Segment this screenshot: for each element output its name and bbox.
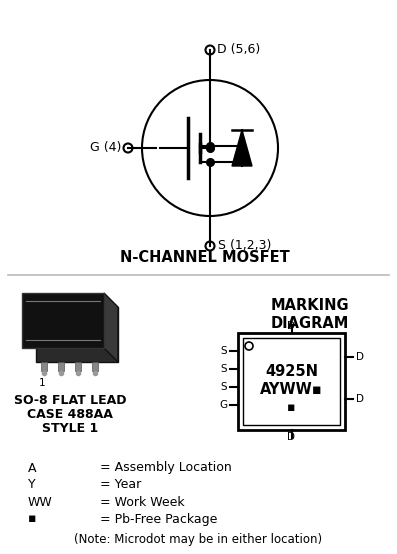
- Polygon shape: [22, 293, 104, 348]
- Text: = Work Week: = Work Week: [100, 495, 185, 509]
- Text: D: D: [287, 432, 295, 442]
- Text: Y: Y: [28, 479, 36, 491]
- Bar: [58, 362, 64, 371]
- Text: 4925N: 4925N: [265, 364, 318, 379]
- Bar: [75, 362, 81, 371]
- Bar: [75, 298, 81, 307]
- Bar: [238, 333, 345, 430]
- Text: S: S: [220, 382, 227, 392]
- Text: = Assembly Location: = Assembly Location: [100, 461, 232, 474]
- Text: S: S: [220, 364, 227, 374]
- Polygon shape: [36, 307, 118, 362]
- Bar: [58, 298, 64, 307]
- Polygon shape: [104, 293, 118, 362]
- Bar: [92, 298, 98, 307]
- Text: (Note: Microdot may be in either location): (Note: Microdot may be in either locatio…: [75, 534, 322, 546]
- Text: CASE 488AA: CASE 488AA: [27, 408, 113, 420]
- Bar: [41, 298, 47, 307]
- Text: G: G: [219, 400, 227, 410]
- Text: ▪: ▪: [28, 512, 37, 526]
- Text: A: A: [28, 461, 37, 474]
- Text: S (1,2,3): S (1,2,3): [218, 239, 272, 253]
- Text: AYWW▪: AYWW▪: [260, 382, 323, 397]
- Bar: [92, 362, 98, 371]
- Text: 1: 1: [39, 378, 45, 388]
- Text: D: D: [356, 394, 364, 404]
- Polygon shape: [232, 130, 252, 166]
- Text: WW: WW: [28, 495, 53, 509]
- Text: ▪: ▪: [287, 401, 296, 414]
- Text: G (4): G (4): [90, 141, 121, 155]
- Text: SO-8 FLAT LEAD: SO-8 FLAT LEAD: [14, 393, 126, 407]
- Text: D: D: [356, 352, 364, 362]
- Text: D: D: [287, 321, 295, 331]
- Text: N-CHANNEL MOSFET: N-CHANNEL MOSFET: [120, 250, 290, 265]
- Bar: [41, 362, 47, 371]
- Text: S: S: [220, 346, 227, 356]
- Text: MARKING: MARKING: [271, 297, 349, 312]
- Text: D (5,6): D (5,6): [217, 44, 260, 57]
- Text: = Pb-Free Package: = Pb-Free Package: [100, 512, 218, 526]
- Bar: [243, 338, 340, 425]
- Text: DIAGRAM: DIAGRAM: [271, 315, 349, 331]
- Text: STYLE 1: STYLE 1: [42, 422, 98, 434]
- Text: = Year: = Year: [100, 479, 141, 491]
